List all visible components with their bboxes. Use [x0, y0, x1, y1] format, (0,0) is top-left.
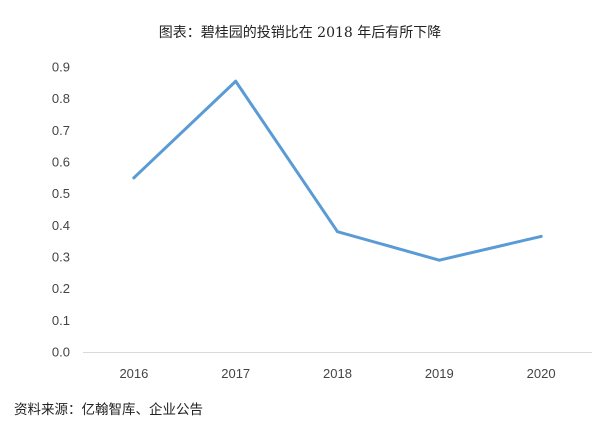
- x-tick-label: 2016: [119, 366, 148, 381]
- chart-title: 图表：碧桂园的投销比在 2018 年后有所下降: [158, 25, 442, 41]
- y-tick-label: 0.9: [52, 60, 70, 75]
- y-tick-label: 0.4: [52, 218, 70, 233]
- x-tick-label: 2019: [425, 366, 454, 381]
- data-point: [336, 230, 339, 234]
- y-tick-label: 0.1: [52, 313, 70, 328]
- source-note: 资料来源：亿翰智库、企业公告: [14, 402, 203, 418]
- data-point: [437, 258, 441, 262]
- x-tick-label: 2017: [221, 366, 250, 381]
- data-point: [132, 176, 136, 180]
- data-point: [234, 79, 238, 83]
- y-tick-label: 0.5: [52, 186, 70, 201]
- x-tick-label: 2020: [527, 366, 556, 381]
- data-point: [539, 234, 543, 238]
- y-tick-label: 0.7: [52, 123, 70, 138]
- x-tick-label: 2018: [323, 366, 352, 381]
- y-tick-label: 0.8: [52, 91, 70, 106]
- y-tick-label: 0.2: [52, 281, 70, 296]
- y-tick-label: 0.6: [52, 155, 70, 170]
- y-tick-label: 0.0: [52, 345, 70, 360]
- series-line: [132, 79, 543, 262]
- y-tick-label: 0.3: [52, 250, 70, 265]
